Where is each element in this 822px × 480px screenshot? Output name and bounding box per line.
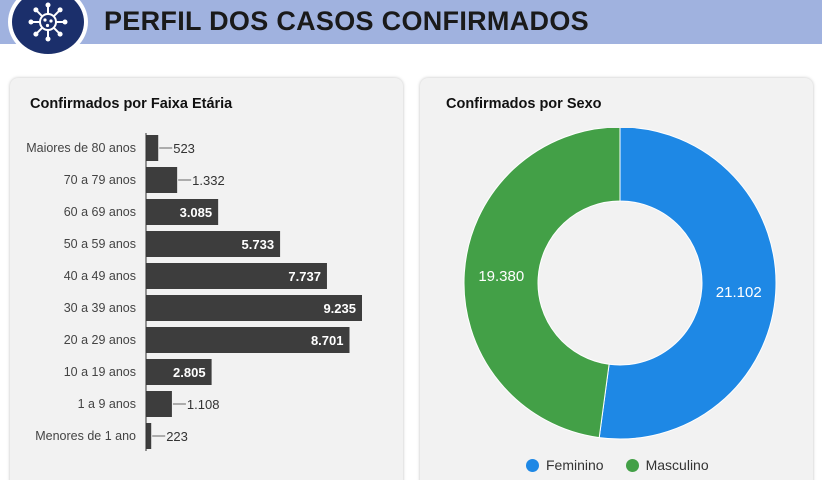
bar-1 [146,167,178,193]
bar-2 [146,199,219,225]
page-title: PERFIL DOS CASOS CONFIRMADOS [104,6,589,36]
legend-item-masculino[interactable]: Masculino [625,457,709,473]
virus-icon [8,0,88,58]
legend-item-feminino[interactable]: Feminino [526,457,604,473]
value-label-1: 1.332 [192,173,225,188]
slice-feminino [598,128,777,440]
sex-chart-legend: Feminino Masculino [526,457,709,473]
age-chart-title: Confirmados por Faixa Etária [30,96,233,112]
category-label-7: 10 a 19 anos [64,365,136,379]
category-label-9: Menores de 1 ano [35,429,136,443]
category-label-6: 20 a 29 anos [64,333,136,347]
sex-chart-card: Confirmados por Sexo 21.102 19.380 Femini… [420,78,813,480]
value-label-3: 5.733 [242,237,275,252]
value-label-0: 523 [173,141,195,156]
sex-donut-chart: 21.102 19.380 [463,128,777,440]
category-label-0: Maiores de 80 anos [26,141,136,155]
legend-label-feminino: Feminino [546,457,604,473]
age-bar-chart: Maiores de 80 anos 523 70 a 79 anos 1.332 60… [26,133,362,451]
slice-label-feminino: 21.102 [716,284,762,301]
bar-6 [146,327,350,353]
category-label-5: 30 a 39 anos [64,301,136,315]
category-label-2: 60 a 69 anos [64,205,136,219]
bar-4 [146,263,327,289]
bar-8 [146,391,172,417]
value-label-8: 1.108 [187,397,220,412]
bar-3 [146,231,281,257]
header-bar: PERFIL DOS CASOS CONFIRMADOS [0,0,822,58]
legend-label-masculino: Masculino [645,457,709,473]
legend-swatch-masculino [625,458,639,472]
category-label-8: 1 a 9 anos [78,397,136,411]
value-label-9: 223 [166,429,188,444]
bar-9 [146,423,152,449]
age-chart-card: Confirmados por Faixa Etária Maiores de … [10,78,403,480]
value-label-6: 8.701 [311,333,344,348]
category-label-3: 50 a 59 anos [64,237,136,251]
category-label-1: 70 a 79 anos [64,173,136,187]
sex-chart-title: Confirmados por Sexo [446,96,602,112]
value-label-5: 9.235 [323,301,356,316]
value-label-7: 2.805 [173,365,206,380]
category-label-4: 40 a 49 anos [64,269,136,283]
slice-label-masculino: 19.380 [478,268,524,285]
legend-swatch-feminino [526,458,539,472]
bar-7 [146,359,212,385]
value-label-2: 3.085 [180,205,213,220]
slice-masculino [463,128,621,439]
bar-0 [146,135,159,161]
bar-5 [146,295,362,321]
value-label-4: 7.737 [288,269,321,284]
virus-icon-graphic [28,2,68,42]
